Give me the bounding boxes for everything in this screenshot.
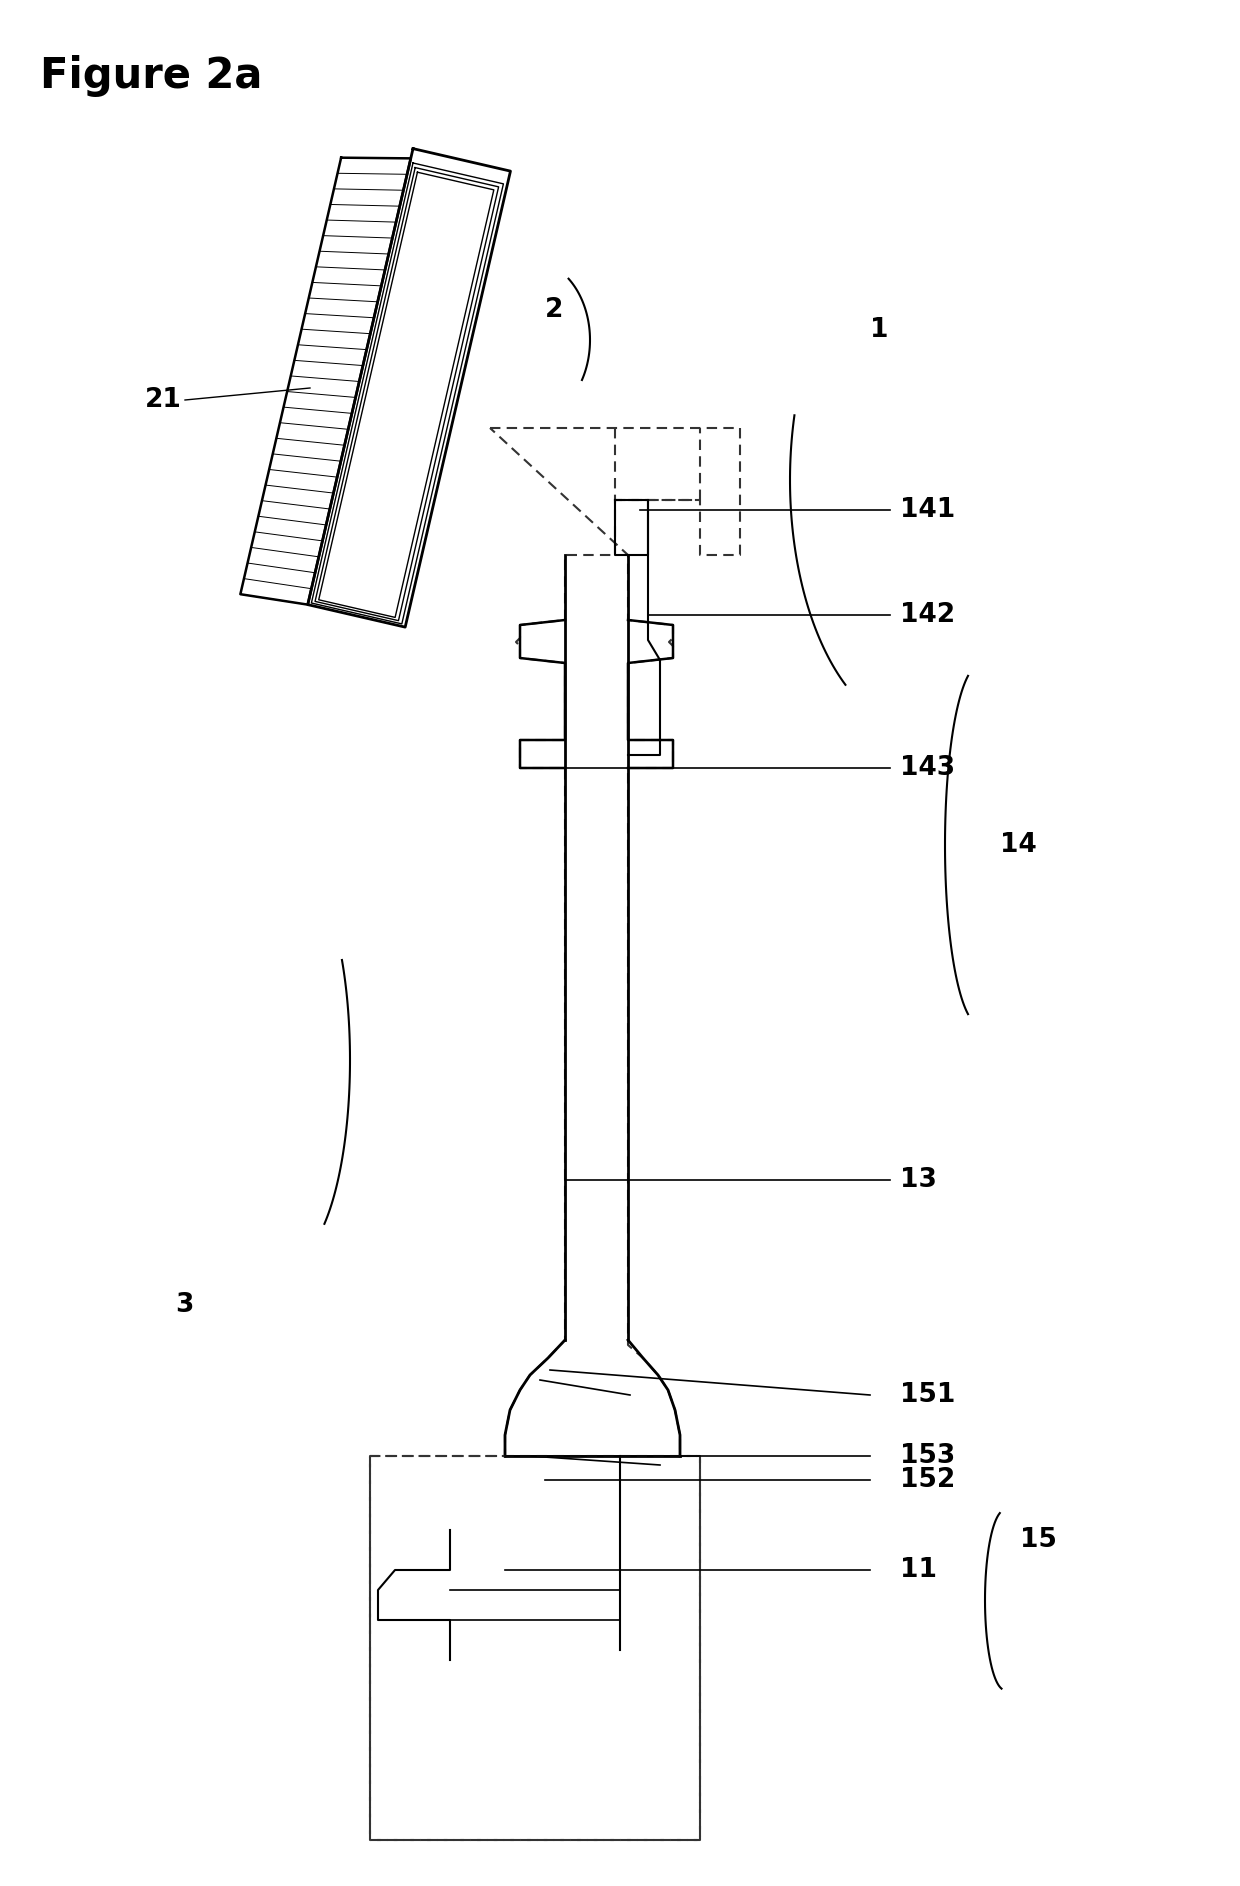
Text: Figure 2a: Figure 2a: [40, 55, 263, 96]
Text: 152: 152: [900, 1467, 955, 1494]
Text: 14: 14: [999, 832, 1037, 858]
Text: 2: 2: [546, 296, 563, 323]
Text: 3: 3: [175, 1292, 193, 1318]
Text: 143: 143: [900, 754, 955, 781]
Text: 11: 11: [900, 1558, 937, 1582]
Text: 13: 13: [900, 1167, 937, 1194]
Text: 141: 141: [900, 498, 955, 522]
Text: 1: 1: [870, 317, 889, 343]
Text: 153: 153: [900, 1443, 955, 1469]
Text: 21: 21: [145, 387, 182, 413]
Text: 151: 151: [900, 1382, 955, 1409]
Text: 15: 15: [1021, 1528, 1056, 1552]
Text: 142: 142: [900, 602, 955, 628]
